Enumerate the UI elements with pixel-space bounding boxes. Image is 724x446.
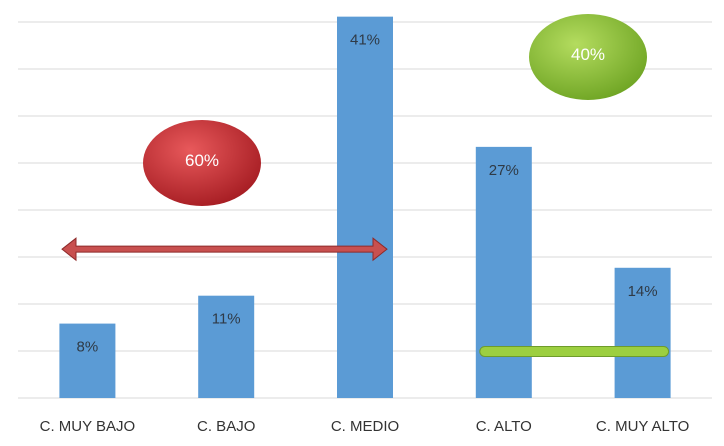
value-label-1: 11% (212, 311, 241, 328)
high-group-label: 40% (571, 45, 605, 64)
high-group-oval: 40% (529, 14, 647, 100)
category-label-4: C. MUY ALTO (596, 418, 689, 435)
annotations: 60% 40% (61, 14, 670, 357)
category-label-2: C. MEDIO (331, 418, 399, 435)
bar-0 (59, 323, 116, 398)
value-label-0: 8% (77, 339, 99, 356)
bar-1 (198, 295, 255, 398)
labels: 8% C. MUY BAJO 11% C. BAJO 41% C. MEDIO 27% C. … (40, 32, 690, 435)
low-group-label: 60% (185, 151, 219, 170)
bars (59, 16, 671, 398)
category-label-1: C. BAJO (197, 418, 255, 435)
high-group-arrow (479, 345, 670, 357)
bar-4 (614, 267, 671, 398)
value-label-3: 27% (489, 162, 519, 179)
value-label-2: 41% (350, 32, 380, 49)
bar-2 (337, 16, 393, 398)
low-group-arrow (61, 237, 388, 262)
low-group-oval: 60% (143, 120, 261, 206)
value-label-4: 14% (628, 283, 658, 300)
category-label-3: C. ALTO (476, 418, 532, 435)
category-label-0: C. MUY BAJO (40, 418, 136, 435)
bar-3 (475, 146, 532, 398)
